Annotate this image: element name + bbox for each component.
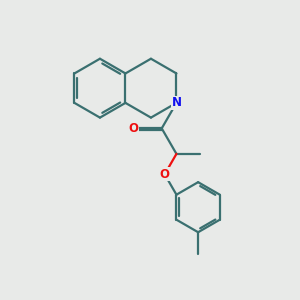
- Text: N: N: [171, 96, 182, 110]
- Text: O: O: [160, 168, 170, 181]
- Text: O: O: [128, 122, 138, 135]
